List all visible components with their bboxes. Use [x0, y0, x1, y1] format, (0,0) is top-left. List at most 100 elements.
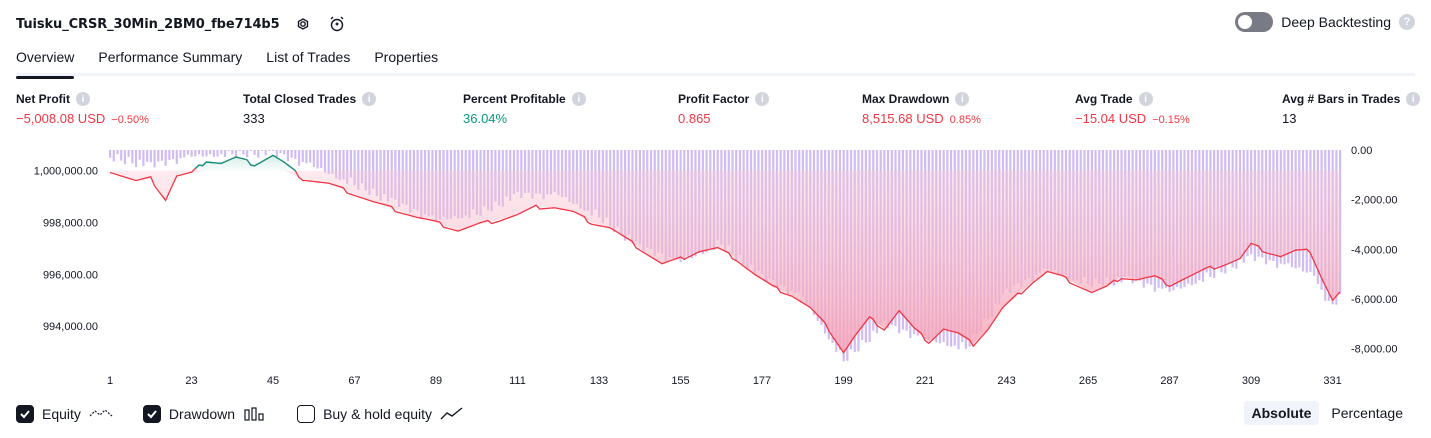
settings-gear-icon[interactable]: [292, 13, 314, 35]
metric-value: 333: [243, 111, 265, 126]
drawdown-bar: [194, 150, 197, 157]
equity-gain-area: [110, 155, 1340, 171]
drawdown-bar: [138, 150, 141, 160]
drawdown-bar: [153, 150, 156, 168]
right-axis-tick-label: -4,000.00: [1351, 244, 1397, 256]
add-alert-clock-icon[interactable]: [326, 13, 348, 35]
legend-buyhold-toggle[interactable]: Buy & hold equity: [297, 405, 464, 423]
x-axis-tick-label: 243: [997, 375, 1015, 387]
deep-backtesting: Deep Backtesting ?: [1235, 12, 1415, 32]
info-icon[interactable]: i: [76, 92, 90, 106]
metric-max-drawdown: Max Drawdown i 8,515.68 USD 0.85%: [862, 92, 981, 126]
legend-drawdown-toggle[interactable]: Drawdown: [142, 405, 267, 423]
drawdown-bar: [253, 150, 256, 155]
drawdown-bars-icon: [243, 406, 267, 422]
tab-properties[interactable]: Properties: [374, 49, 439, 65]
left-axis-tick-label: 998,000.00: [43, 218, 98, 230]
metric-percent: 0.85%: [949, 114, 981, 126]
drawdown-bar: [201, 150, 204, 157]
x-axis-tick-label: 287: [1160, 375, 1178, 387]
drawdown-bar: [290, 150, 293, 158]
checkbox-checked[interactable]: [142, 405, 161, 423]
drawdown-bar: [123, 150, 127, 165]
tab-list-of-trades[interactable]: List of Trades: [266, 49, 351, 65]
drawdown-bar: [357, 150, 360, 190]
drawdown-bar: [223, 150, 227, 157]
metric-label: Percent Profitable: [463, 92, 566, 106]
drawdown-bar: [149, 150, 152, 163]
drawdown-bar: [171, 150, 175, 160]
drawdown-bar: [116, 150, 119, 155]
drawdown-bar: [160, 150, 164, 161]
drawdown-bar: [142, 150, 145, 167]
info-icon[interactable]: i: [1406, 92, 1421, 106]
drawdown-bar: [275, 150, 278, 158]
checkbox-checked[interactable]: [16, 405, 34, 423]
drawdown-bar: [183, 150, 186, 158]
equity-gain-line: [194, 154, 296, 172]
drawdown-bar: [242, 150, 245, 155]
metric-label: Profit Factor: [678, 92, 750, 106]
drawdown-bar: [272, 150, 275, 151]
drawdown-bar: [212, 150, 215, 157]
legend-buyhold-label: Buy & hold equity: [323, 406, 433, 422]
drawdown-bar: [327, 150, 330, 175]
drawdown-bar: [331, 150, 334, 174]
tab-performance-summary[interactable]: Performance Summary: [98, 49, 243, 65]
legend-equity-toggle[interactable]: Equity: [16, 405, 113, 423]
right-axis-tick-label: -6,000.00: [1351, 294, 1397, 306]
drawdown-bar: [283, 150, 286, 155]
x-axis-tick-label: 67: [348, 375, 360, 387]
drawdown-bar: [286, 150, 290, 162]
drawdown-bar: [227, 150, 230, 151]
drawdown-bar: [249, 150, 252, 151]
drawdown-bar: [157, 150, 160, 162]
deep-backtesting-toggle[interactable]: [1235, 12, 1274, 32]
legend-drawdown-label: Drawdown: [168, 406, 236, 422]
drawdown-bar: [353, 150, 356, 186]
drawdown-bar: [234, 150, 238, 158]
drawdown-bar: [323, 150, 327, 173]
drawdown-bar: [197, 150, 201, 155]
drawdown-bar: [168, 150, 171, 160]
deep-backtesting-label: Deep Backtesting: [1281, 14, 1391, 30]
info-icon[interactable]: i: [1138, 92, 1153, 106]
metrics-row: Net Profit i −5,008.08 USD −0.50% Total Cl…: [16, 92, 1421, 132]
drawdown-bar: [112, 150, 115, 162]
info-icon[interactable]: i: [755, 92, 770, 106]
drawdown-bar: [205, 150, 208, 157]
x-axis-tick-label: 111: [509, 375, 526, 387]
metric-total-closed-trades: Total Closed Trades i 333: [243, 92, 377, 126]
value-mode-switch: Absolute Percentage: [1243, 401, 1412, 425]
tab-overview[interactable]: Overview: [16, 42, 75, 79]
drawdown-bar: [238, 150, 241, 151]
x-axis-tick-label: 221: [916, 375, 934, 387]
drawdown-bar: [346, 150, 349, 185]
checkbox-unchecked[interactable]: [297, 405, 316, 423]
right-axis-tick-label: 0.00: [1351, 145, 1372, 157]
info-icon[interactable]: i: [571, 92, 586, 106]
drawdown-bar: [349, 150, 353, 178]
info-icon[interactable]: i: [955, 92, 970, 106]
absolute-button[interactable]: Absolute: [1243, 401, 1320, 425]
drawdown-bar: [364, 150, 367, 191]
drawdown-bar: [320, 150, 323, 169]
drawdown-bar: [231, 150, 234, 155]
strategy-title: Tuisku_CRSR_30Min_2BM0_fbe714b5: [16, 16, 280, 32]
drawdown-bar: [316, 150, 319, 169]
metric-label: Avg # Bars in Trades: [1282, 92, 1401, 106]
x-axis-tick-label: 309: [1242, 375, 1260, 387]
drawdown-bar: [216, 150, 219, 157]
drawdown-bar: [260, 150, 264, 151]
metric-label: Total Closed Trades: [243, 92, 357, 106]
tab-bar: Overview Performance Summary List of Tra…: [16, 42, 1415, 79]
drawdown-bar: [360, 150, 364, 184]
equity-drawdown-chart[interactable]: 1,000,000.00 998,000.00 996,000.00 994,000.…: [0, 136, 1431, 394]
info-icon[interactable]: i: [362, 92, 377, 106]
legend-equity-label: Equity: [42, 406, 81, 422]
metric-value: 8,515.68 USD: [862, 111, 944, 126]
metric-value: 13: [1282, 111, 1297, 126]
help-question-icon[interactable]: ?: [1399, 14, 1415, 30]
percentage-button[interactable]: Percentage: [1331, 405, 1403, 421]
drawdown-bar: [312, 150, 315, 167]
